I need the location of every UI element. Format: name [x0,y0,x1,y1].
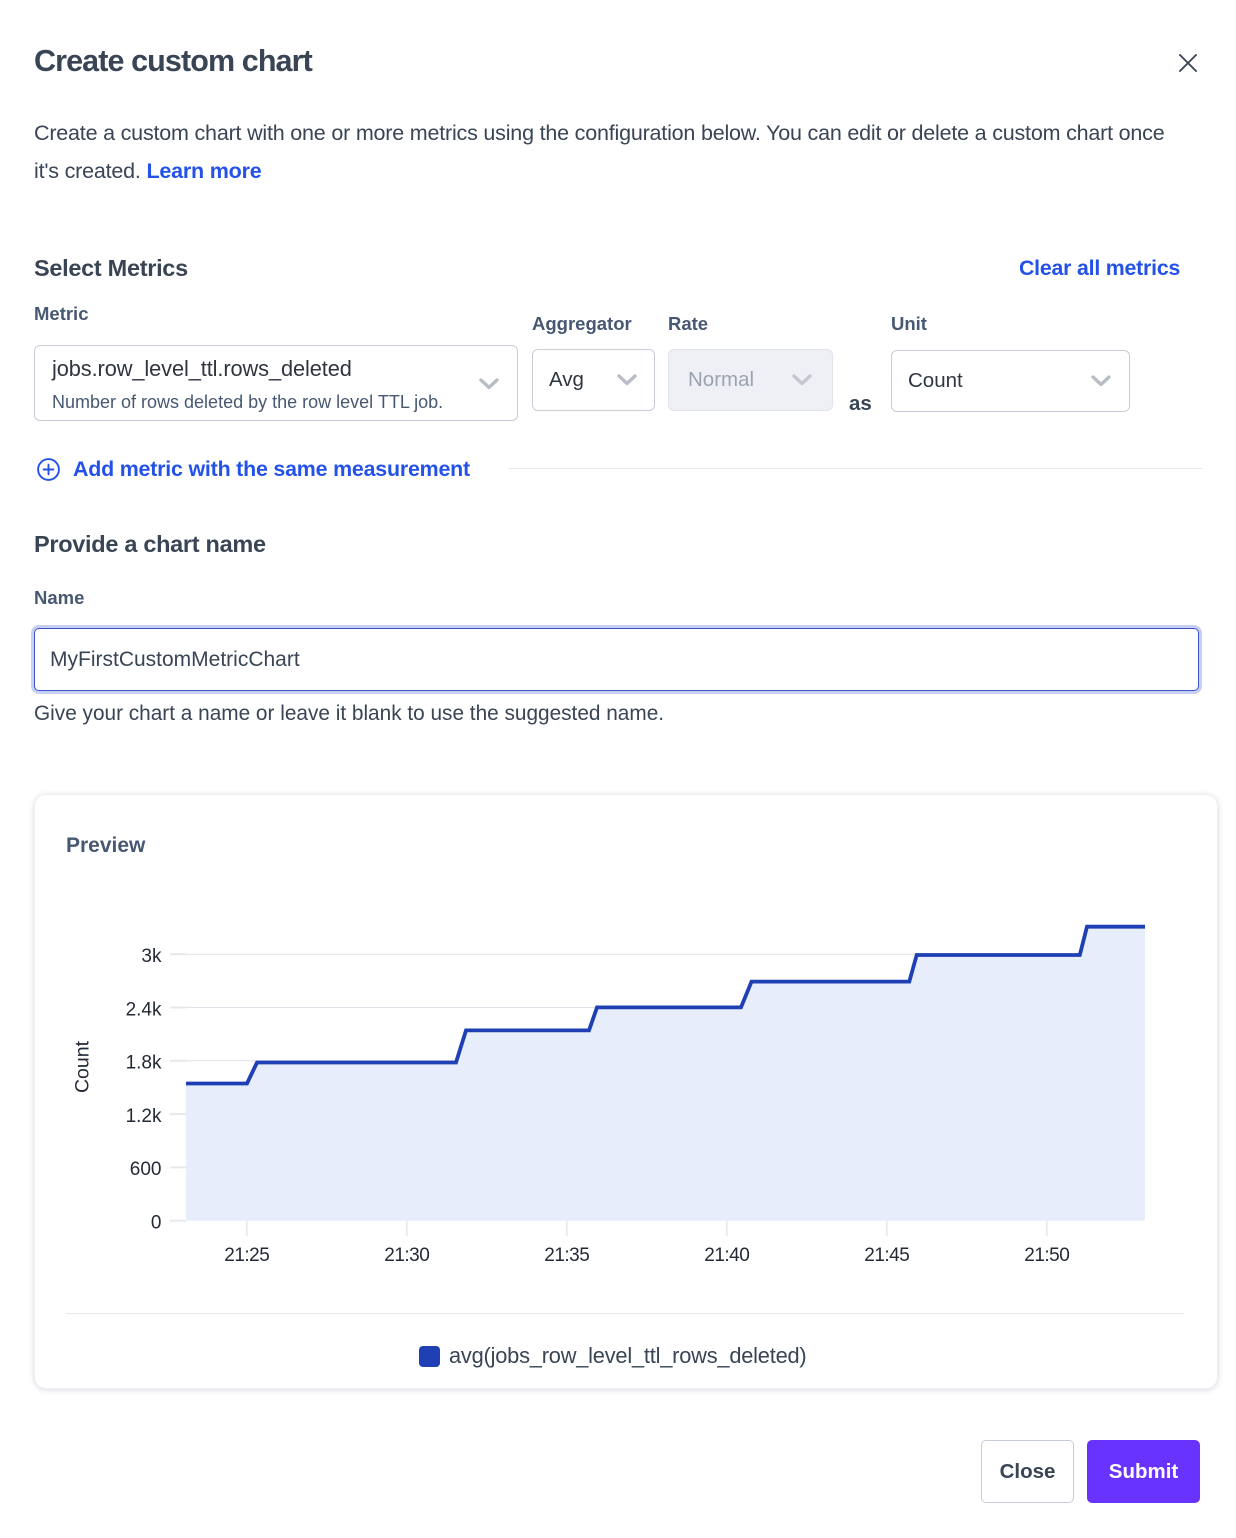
svg-text:0: 0 [151,1213,162,1234]
svg-text:21:50: 21:50 [1024,1245,1069,1266]
svg-text:21:45: 21:45 [864,1245,909,1266]
svg-text:3k: 3k [141,946,162,967]
svg-text:21:40: 21:40 [704,1245,749,1266]
svg-text:21:35: 21:35 [544,1245,589,1266]
svg-text:21:25: 21:25 [224,1245,269,1266]
svg-text:600: 600 [130,1159,162,1180]
svg-text:1.2k: 1.2k [126,1106,162,1127]
svg-text:1.8k: 1.8k [126,1053,162,1074]
svg-text:Count: Count [72,1040,94,1093]
svg-text:21:30: 21:30 [384,1245,429,1266]
svg-text:2.4k: 2.4k [126,999,162,1020]
